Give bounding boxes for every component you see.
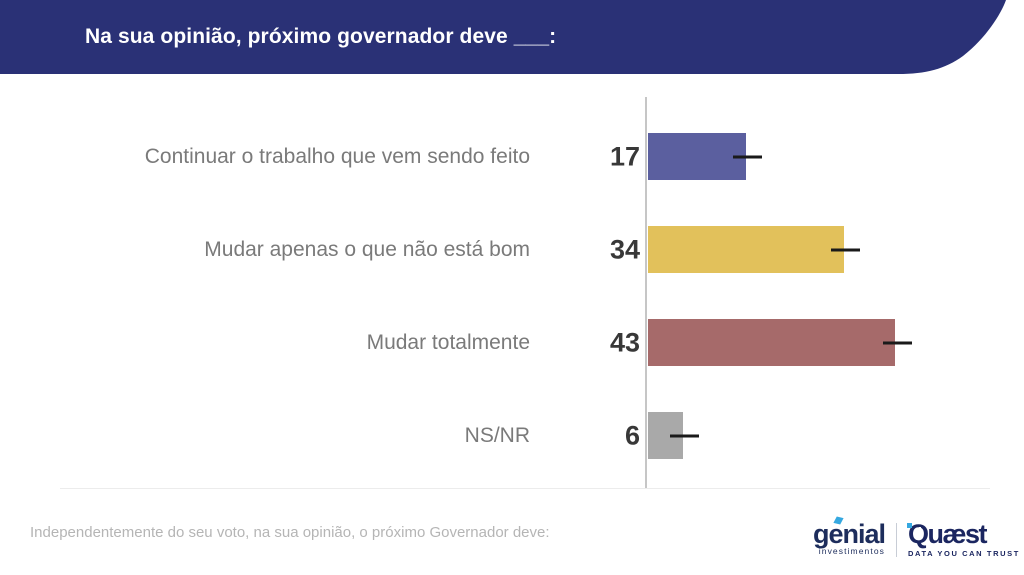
error-bar	[882, 341, 912, 344]
chart-row: Mudar totalmente 43	[0, 319, 1024, 366]
category-label: Mudar totalmente	[366, 330, 530, 354]
quaest-tagline: DATA YOU CAN TRUST	[908, 549, 1020, 558]
bar	[648, 226, 844, 273]
quaest-pixel-icon	[915, 531, 919, 534]
logo-divider	[896, 523, 898, 557]
quaest-pixel-icon	[907, 523, 913, 528]
error-bar	[670, 434, 699, 437]
category-label: NS/NR	[464, 423, 530, 447]
genial-subtitle: investimentos	[818, 546, 886, 556]
bar	[648, 133, 746, 180]
quaest-wordmark-text: Quæst	[908, 519, 988, 549]
category-label: Mudar apenas o que não está bom	[204, 237, 530, 261]
value-label: 34	[609, 234, 640, 264]
value-label: 17	[609, 141, 640, 171]
header-banner	[0, 0, 1006, 74]
quaest-pixel-icon	[919, 527, 922, 529]
header-banner-shape	[0, 0, 1006, 74]
page-title: Na sua opinião, próximo governador deve …	[85, 25, 557, 48]
chart-row: Mudar apenas o que não está bom 34	[0, 226, 1024, 273]
category-label: Continuar o trabalho que vem sendo feito	[144, 144, 530, 168]
bar	[648, 319, 896, 366]
quaest-wordmark: Quæst	[907, 519, 1020, 549]
logos: genial investimentos Quæst DATA YOU CAN …	[813, 516, 1020, 558]
genial-wordmark: genial	[813, 519, 886, 549]
survey-question-note: Independentemente do seu voto, na sua op…	[30, 524, 550, 541]
genial-logo: genial investimentos	[813, 516, 886, 556]
y-axis-line	[645, 97, 647, 488]
chart-row: Continuar o trabalho que vem sendo feito…	[0, 133, 1024, 180]
value-label: 43	[609, 327, 640, 357]
value-label: 6	[624, 420, 640, 450]
chart-row: NS/NR 6	[0, 412, 1024, 459]
quaest-logo: Quæst DATA YOU CAN TRUST	[907, 519, 1020, 558]
error-bar	[831, 248, 860, 251]
chart-baseline	[60, 488, 990, 489]
error-bar	[733, 155, 763, 158]
